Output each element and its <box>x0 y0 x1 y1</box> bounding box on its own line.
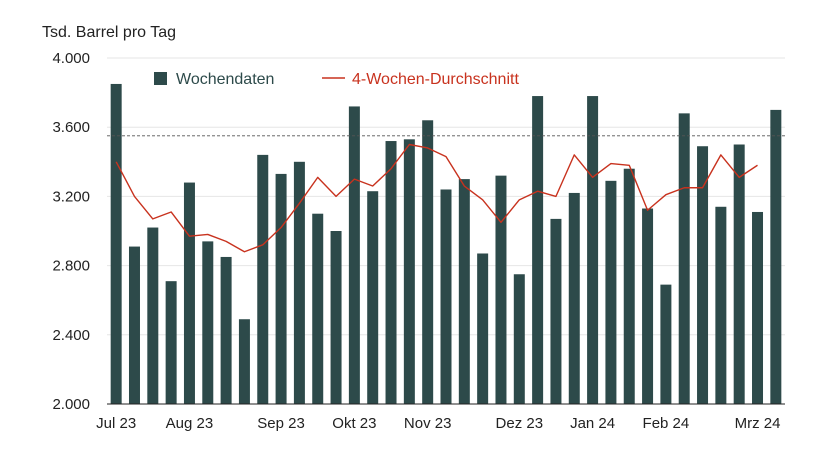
x-tick-label: Nov 23 <box>404 415 452 432</box>
bar <box>587 96 599 404</box>
x-tick-label: Feb 24 <box>643 415 690 432</box>
bar <box>532 96 544 404</box>
x-tick-label: Dez 23 <box>496 415 544 432</box>
y-axis-unit-label: Tsd. Barrel pro Tag <box>42 24 176 41</box>
bar <box>513 274 525 404</box>
bar <box>183 182 195 404</box>
line-series <box>115 143 758 253</box>
bar <box>660 284 672 404</box>
bar <box>202 241 214 404</box>
bar <box>440 189 452 404</box>
bar <box>275 173 287 404</box>
bar <box>550 218 562 404</box>
bar <box>257 154 269 404</box>
x-tick-label: Mrz 24 <box>735 415 781 432</box>
bar <box>770 109 782 405</box>
x-tick-label: Sep 23 <box>257 415 305 432</box>
avg-line <box>115 143 758 253</box>
bar <box>642 208 654 404</box>
y-tick-label: 3.600 <box>52 119 90 136</box>
bar <box>458 179 470 404</box>
bar <box>293 161 305 404</box>
bar <box>495 175 507 404</box>
bar <box>605 180 617 404</box>
y-tick-label: 2.400 <box>52 327 90 344</box>
bar <box>752 211 764 404</box>
bar <box>678 113 690 405</box>
bar <box>312 213 324 404</box>
bar <box>403 139 415 404</box>
bar <box>697 146 709 405</box>
y-axis-ticks: 2.000 2.400 2.800 3.200 3.600 4.000 <box>52 50 90 413</box>
legend-swatch-bars <box>154 72 167 85</box>
x-tick-label: Jul 23 <box>96 415 136 432</box>
x-tick-label: Jan 24 <box>570 415 615 432</box>
bar <box>715 206 727 404</box>
x-tick-label: Okt 23 <box>332 415 376 432</box>
bar <box>623 168 635 404</box>
bar <box>568 192 580 404</box>
bar <box>477 253 489 404</box>
legend-label-bars: Wochendaten <box>176 71 274 88</box>
bar <box>128 246 140 404</box>
y-tick-label: 2.800 <box>52 258 90 275</box>
bar <box>165 281 177 404</box>
legend: Wochendaten 4-Wochen-Durchschnitt <box>154 71 519 88</box>
bar-series <box>110 83 782 405</box>
bar <box>220 256 232 404</box>
bar <box>238 319 250 404</box>
bar <box>330 231 342 404</box>
y-tick-label: 2.000 <box>52 396 90 413</box>
bar <box>147 227 159 404</box>
bar <box>348 106 360 404</box>
bar <box>422 120 434 404</box>
y-tick-label: 3.200 <box>52 188 90 205</box>
bar <box>367 191 379 404</box>
y-tick-label: 4.000 <box>52 50 90 67</box>
legend-label-line: 4-Wochen-Durchschnitt <box>352 71 519 88</box>
x-axis-ticks: Jul 23 Aug 23 Sep 23 Okt 23 Nov 23 Dez 23 Jan … <box>96 415 780 432</box>
x-tick-label: Aug 23 <box>166 415 214 432</box>
bar <box>110 83 122 404</box>
bar <box>385 141 397 405</box>
bar <box>733 144 745 404</box>
